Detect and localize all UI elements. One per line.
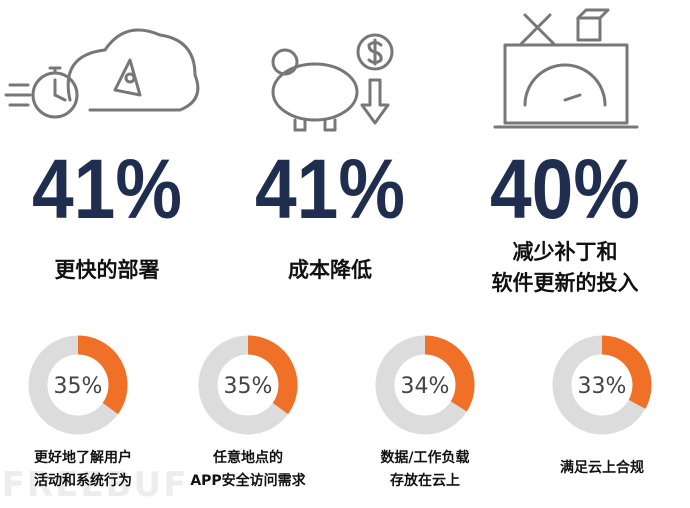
donut-caption: APP安全访问需求 <box>190 472 306 489</box>
stat-value: 41% <box>32 142 182 236</box>
donut-caption: 满足云上合规 <box>560 459 644 476</box>
stat-caption: 软件更新的投入 <box>492 271 639 295</box>
stat-caption: 更快的部署 <box>55 258 160 282</box>
stat-caption: 成本降低 <box>288 258 372 282</box>
donut-label: 34% <box>401 374 450 399</box>
donut-caption: 活动和系统行为 <box>34 472 132 489</box>
stat-value: 40% <box>490 142 640 236</box>
donut-arc <box>77 335 128 415</box>
donut-caption: 存放在云上 <box>390 472 460 489</box>
icon-fast-deploy <box>4 28 200 119</box>
donut-label: 33% <box>578 374 627 399</box>
donut-arc <box>601 335 652 409</box>
stat-caption: 减少补丁和 <box>513 240 618 264</box>
donut-label: 35% <box>224 374 273 399</box>
stat-value: 41% <box>255 142 405 236</box>
donut-caption: 更好地了解用户 <box>34 449 132 466</box>
icon-patch <box>493 8 639 129</box>
icon-cost <box>271 33 394 132</box>
watermark: FREEBUF <box>2 465 189 505</box>
donut-arc <box>247 335 298 415</box>
donut-caption: 任意地点的 <box>212 449 283 466</box>
donut-caption: 数据/工作负载 <box>380 449 469 466</box>
donut-arc <box>424 335 475 412</box>
donut-label: 35% <box>54 374 103 399</box>
